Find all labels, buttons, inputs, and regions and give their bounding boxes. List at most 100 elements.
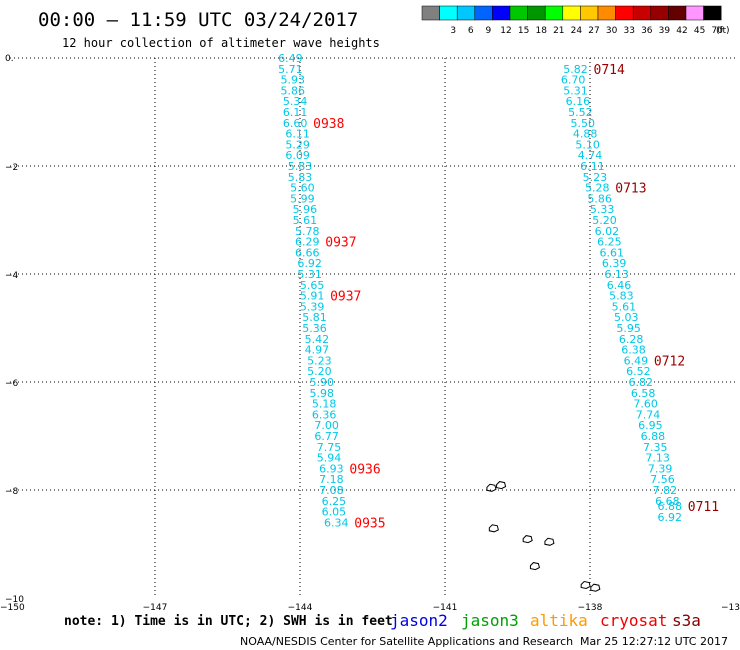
swh-point: 5.91 — [300, 290, 325, 303]
colorbar-label: 21 — [553, 26, 564, 36]
colorbar-label: 24 — [571, 26, 583, 36]
colorbar-label: 27 — [588, 26, 599, 36]
swh-point: 6.02 — [595, 225, 620, 238]
swh-point: 7.08 — [319, 484, 344, 497]
swh-point: 6.11 — [580, 160, 605, 173]
swh-point: 5.50 — [571, 117, 596, 130]
swh-point: 6.52 — [626, 365, 651, 378]
x-tick-label: −147 — [143, 603, 168, 613]
y-tick-label: −8 — [5, 487, 19, 497]
y-tick-label: −4 — [5, 271, 19, 281]
series-jason2: 6.495.715.935.865.346.116.606.115.296.09… — [278, 52, 385, 531]
swh-point: 5.39 — [300, 300, 325, 313]
x-tick-label: −150 — [0, 603, 25, 613]
colorbar: 3 6 9 12 15 18 21 24 27 30 33 36 39 42 45 70 — [421, 5, 723, 36]
swh-point: 6.60 — [283, 117, 308, 130]
satellite-cryosat: cryosat — [600, 611, 667, 630]
swh-point: 6.39 — [602, 257, 627, 270]
y-tick-label: −2 — [5, 163, 18, 173]
swh-point: 7.39 — [648, 462, 673, 475]
swh-point: 6.11 — [283, 106, 308, 119]
swh-point: 5.10 — [575, 138, 600, 151]
swh-point: 7.60 — [633, 398, 658, 411]
swh-point: 5.23 — [583, 171, 608, 184]
x-tick-label: −138 — [578, 603, 603, 613]
footer-credit: NOAA/NESDIS Center for Satellite Applica… — [240, 635, 573, 648]
swh-point: 5.33 — [590, 203, 615, 216]
swh-point: 6.29 — [295, 236, 320, 249]
colorbar-label: 18 — [535, 26, 547, 36]
colorbar-swatch — [509, 5, 528, 21]
swh-point: 6.77 — [314, 430, 339, 443]
colorbar-swatch — [439, 5, 458, 21]
colorbar-unit: (ft) — [716, 26, 730, 36]
swh-point: 6.95 — [638, 419, 663, 432]
swh-point: 6.93 — [319, 462, 344, 475]
swh-point: 6.92 — [658, 511, 683, 524]
colorbar-label: 9 — [486, 26, 492, 36]
satellite-jason2: jason2 — [390, 611, 448, 630]
swh-point: 6.25 — [597, 236, 622, 249]
island-outline — [529, 562, 540, 571]
y-axis: 0. −2 −4 −6 −8 −10 — [5, 54, 24, 605]
time-label: 0937 — [330, 290, 361, 305]
swh-point: 7.18 — [319, 473, 344, 486]
chart-subtitle: 12 hour collection of altimeter wave hei… — [62, 36, 380, 50]
swh-point: 7.74 — [636, 408, 661, 421]
colorbar-label: 3 — [450, 26, 456, 36]
y-tick-label: 0. — [5, 54, 14, 64]
swh-point: 6.82 — [629, 376, 654, 389]
satellite-s3a: s3a — [672, 611, 701, 630]
swh-point: 5.65 — [300, 279, 325, 292]
wave-height-marks: 6.495.715.935.865.346.116.606.115.296.09… — [278, 52, 719, 531]
swh-point: 6.05 — [322, 506, 347, 519]
swh-point: 6.58 — [631, 387, 656, 400]
swh-point: 5.23 — [307, 354, 332, 367]
x-axis: −150 −147 −144 −141 −138 −13 — [0, 603, 740, 613]
series-s3a: 5.826.705.316.165.525.504.885.104.746.11… — [561, 63, 719, 524]
colorbar-swatch — [580, 5, 599, 21]
colorbar-label: 70 — [711, 26, 723, 36]
swh-point: 5.52 — [568, 106, 593, 119]
colorbar-swatch — [456, 5, 476, 21]
swh-point: 7.35 — [643, 441, 668, 454]
swh-point: 6.36 — [312, 408, 337, 421]
swh-point: 5.28 — [585, 182, 610, 195]
swh-point: 6.09 — [285, 149, 310, 162]
swh-point: 5.42 — [305, 333, 330, 346]
swh-point: 4.74 — [578, 149, 603, 162]
colorbar-label: 30 — [606, 26, 618, 36]
island-outlines — [486, 481, 601, 592]
footer-note: note: 1) Time is in UTC; 2) SWH is in fe… — [64, 614, 393, 629]
island-outline — [522, 535, 533, 544]
swh-point: 5.29 — [285, 138, 310, 151]
colorbar-swatch — [650, 5, 669, 21]
satellite-jason3: jason3 — [461, 611, 519, 630]
time-label: 0936 — [349, 462, 380, 477]
swh-point: 5.18 — [312, 398, 337, 411]
swh-point: 7.56 — [650, 473, 675, 486]
swh-point: 6.16 — [566, 95, 591, 108]
swh-point: 4.88 — [573, 128, 598, 141]
swh-point: 5.86 — [587, 192, 612, 205]
swh-point: 5.96 — [293, 203, 318, 216]
swh-point: 6.88 — [641, 430, 666, 443]
swh-point: 6.49 — [624, 354, 649, 367]
swh-point: 7.75 — [317, 441, 342, 454]
island-outline — [496, 481, 507, 490]
satellite-legend: jason2 jason3 altika cryosat s3a — [390, 611, 701, 630]
swh-point: 5.61 — [612, 300, 637, 313]
time-label: 0938 — [313, 117, 344, 132]
y-tick-label: −6 — [5, 379, 19, 389]
island-outline — [580, 580, 591, 590]
swh-point: 5.99 — [290, 192, 315, 205]
satellite-altika: altika — [530, 611, 588, 630]
swh-point: 5.61 — [293, 214, 318, 227]
island-outline — [544, 537, 555, 546]
swh-point: 5.03 — [614, 311, 639, 324]
island-outline — [590, 583, 601, 592]
swh-point: 5.83 — [288, 160, 313, 173]
colorbar-swatch — [668, 5, 687, 21]
colorbar-label: 33 — [623, 26, 634, 36]
